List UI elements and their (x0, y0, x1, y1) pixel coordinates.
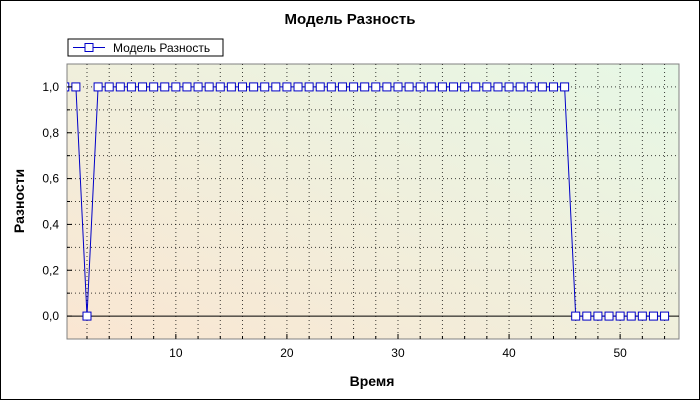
data-point (449, 82, 459, 92)
y-tick-label: 1,0 (42, 80, 59, 94)
legend-box (67, 38, 224, 57)
data-point (571, 311, 581, 321)
data-point (315, 82, 325, 92)
data-point (660, 311, 670, 321)
data-point (260, 82, 270, 92)
data-point (460, 82, 470, 92)
data-point (560, 82, 570, 92)
y-axis-label: Разности (11, 169, 27, 233)
data-point (126, 82, 136, 92)
data-point (82, 311, 92, 321)
data-point (504, 82, 514, 92)
data-point (548, 82, 558, 92)
data-point (249, 82, 259, 92)
data-point (193, 82, 203, 92)
x-tick-label: 40 (502, 346, 516, 360)
data-point (471, 82, 481, 92)
data-point (360, 82, 370, 92)
data-point (648, 311, 658, 321)
data-point (215, 82, 225, 92)
data-point (493, 82, 503, 92)
chart-title: Модель Разность (285, 11, 416, 28)
axis-ticks: 10 20 30 40 50 0,0 0,2 0,4 0,6 0,8 1,0 (42, 80, 666, 360)
data-point (426, 82, 436, 92)
data-point (104, 82, 114, 92)
x-axis-label: Время (350, 373, 395, 389)
data-point (404, 82, 414, 92)
x-tick-label: 10 (169, 346, 183, 360)
y-tick-label: 0,0 (42, 309, 59, 323)
data-point (326, 82, 336, 92)
y-tick-label: 0,8 (42, 126, 59, 140)
data-point (382, 82, 392, 92)
data-point (138, 82, 148, 92)
data-point (304, 82, 314, 92)
data-point (115, 82, 125, 92)
x-tick-label: 30 (391, 346, 405, 360)
data-point (482, 82, 492, 92)
data-point (637, 311, 647, 321)
data-point (626, 311, 636, 321)
data-point (371, 82, 381, 92)
legend: Модель Разность (67, 38, 224, 57)
data-point (337, 82, 347, 92)
data-point (226, 82, 236, 92)
data-point (282, 82, 292, 92)
legend-series-label: Модель Разность (113, 41, 210, 55)
data-point (171, 82, 181, 92)
data-point (604, 311, 614, 321)
plot-area (66, 63, 680, 340)
data-point (582, 311, 592, 321)
data-point (615, 311, 625, 321)
y-tick-label: 0,2 (42, 263, 59, 277)
data-point (204, 82, 214, 92)
data-point (526, 82, 536, 92)
data-point (515, 82, 525, 92)
y-tick-label: 0,4 (42, 217, 59, 231)
data-point (237, 82, 247, 92)
data-point (149, 82, 159, 92)
data-point (293, 82, 303, 92)
data-point (349, 82, 359, 92)
data-point (437, 82, 447, 92)
data-point (415, 82, 425, 92)
data-point (160, 82, 170, 92)
data-point (71, 82, 81, 92)
x-tick-label: 50 (613, 346, 627, 360)
data-point (593, 311, 603, 321)
y-tick-label: 0,6 (42, 172, 59, 186)
data-point (182, 82, 192, 92)
x-tick-label: 20 (280, 346, 294, 360)
data-point (93, 82, 103, 92)
data-point (271, 82, 281, 92)
data-point (393, 82, 403, 92)
data-point (537, 82, 547, 92)
legend-series-marker (84, 43, 94, 52)
